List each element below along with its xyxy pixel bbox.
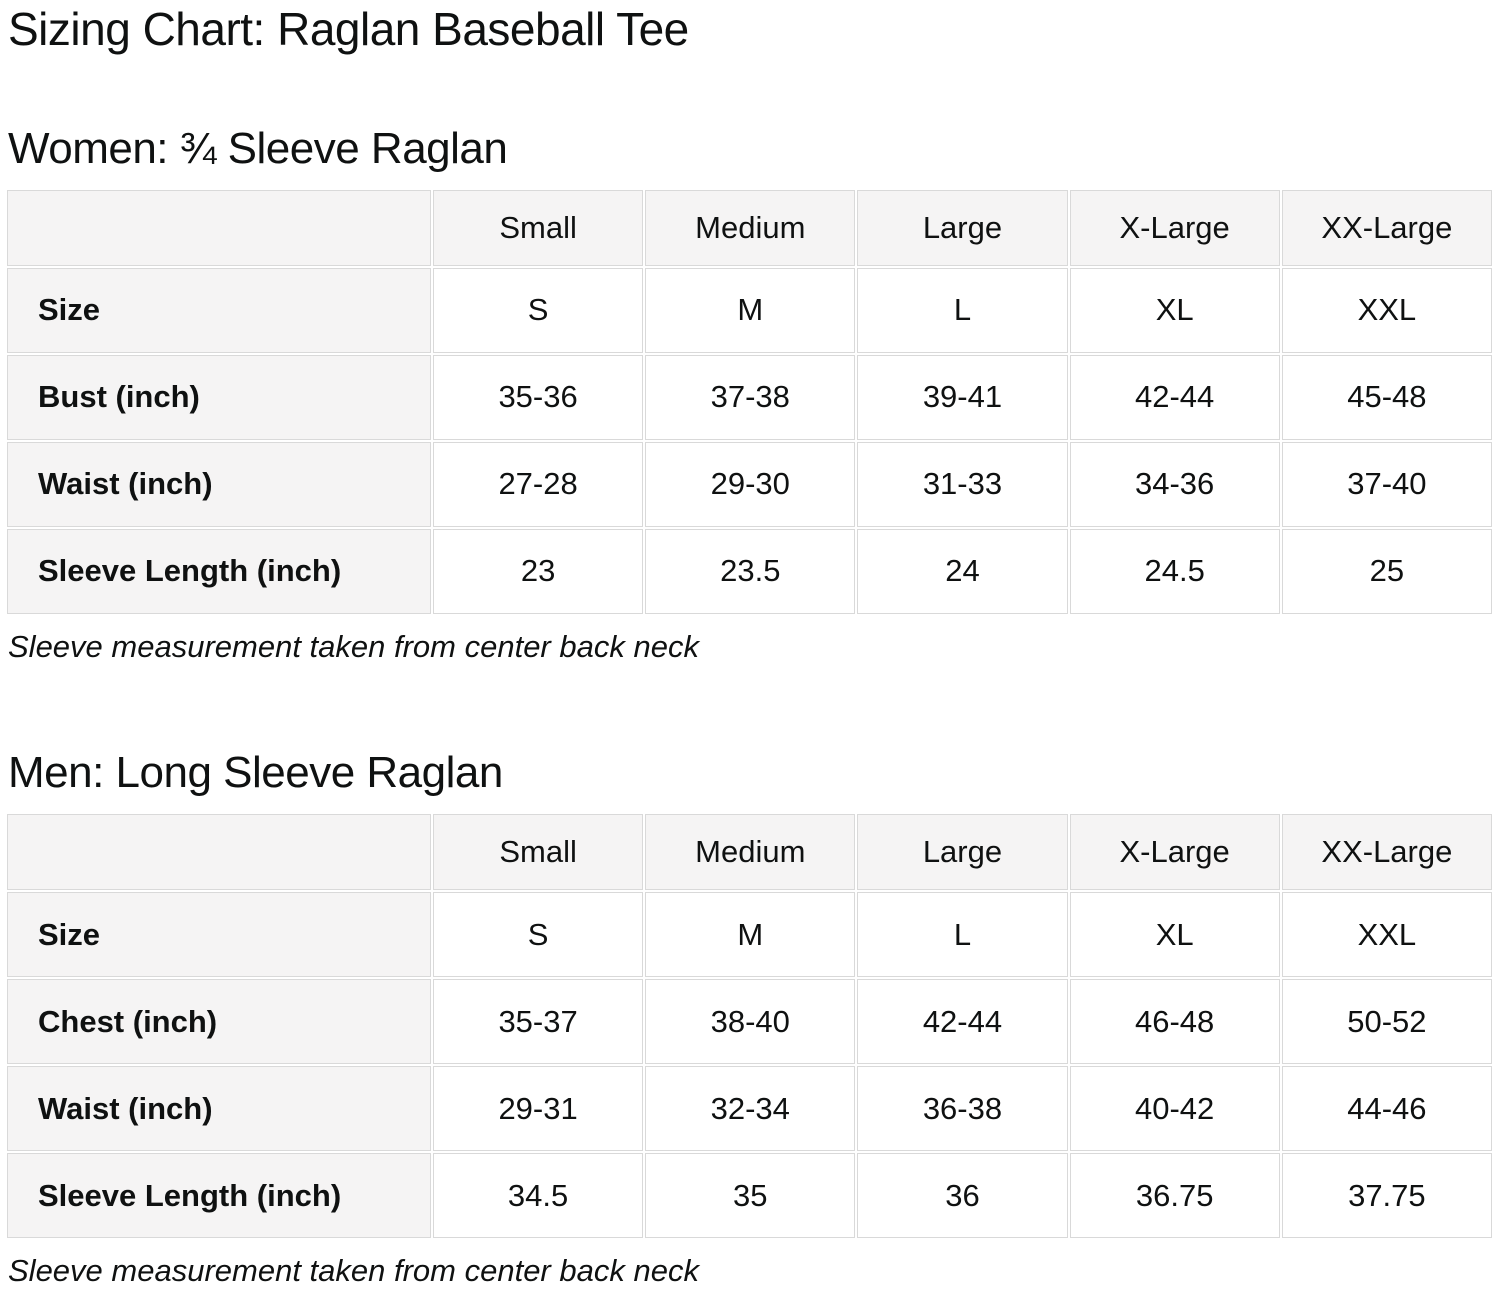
data-cell: 50-52 [1281, 979, 1492, 1065]
column-header: Small [433, 814, 644, 891]
table-row: Waist (inch) 27-28 29-30 31-33 34-36 37-40 [7, 441, 1492, 527]
data-cell: XXL [1281, 267, 1492, 353]
data-cell: XXL [1281, 892, 1492, 978]
data-cell: 42-44 [1069, 354, 1280, 440]
data-cell: 37.75 [1281, 1153, 1492, 1239]
data-cell: 39-41 [857, 354, 1068, 440]
row-label: Size [7, 267, 431, 353]
data-cell: 35-36 [433, 354, 644, 440]
data-cell: 37-40 [1281, 441, 1492, 527]
data-cell: 40-42 [1069, 1066, 1280, 1152]
row-label: Sleeve Length (inch) [7, 1153, 431, 1239]
data-cell: 35-37 [433, 979, 644, 1065]
data-cell: 46-48 [1069, 979, 1280, 1065]
section-heading-women: Women: ¾ Sleeve Raglan [8, 123, 508, 173]
data-cell: 36.75 [1069, 1153, 1280, 1239]
column-header: X-Large [1069, 814, 1280, 891]
row-label: Bust (inch) [7, 354, 431, 440]
row-label: Size [7, 892, 431, 978]
column-header: XX-Large [1281, 814, 1492, 891]
data-cell: XL [1069, 267, 1280, 353]
women-sizing-table-container: Small Medium Large X-Large XX-Large Size S M L XL… [5, 188, 1495, 616]
data-cell: 36-38 [857, 1066, 1068, 1152]
data-cell: 45-48 [1281, 354, 1492, 440]
row-label: Waist (inch) [7, 441, 431, 527]
data-cell: 29-30 [645, 441, 856, 527]
women-sleeve-footnote: Sleeve measurement taken from center bac… [8, 628, 699, 664]
row-label: Chest (inch) [7, 979, 431, 1065]
page-title: Sizing Chart: Raglan Baseball Tee [8, 3, 689, 55]
data-cell: 25 [1281, 528, 1492, 614]
table-row: Size S M L XL XXL [7, 267, 1492, 353]
table-row: Sleeve Length (inch) 34.5 35 36 36.75 37.75 [7, 1153, 1492, 1239]
section-heading-men: Men: Long Sleeve Raglan [8, 747, 503, 797]
data-cell: M [645, 892, 856, 978]
data-cell: 29-31 [433, 1066, 644, 1152]
column-header: Large [857, 189, 1068, 266]
column-header: Small [433, 189, 644, 266]
column-header: Medium [645, 814, 856, 891]
data-cell: 36 [857, 1153, 1068, 1239]
data-cell: M [645, 267, 856, 353]
data-cell: 31-33 [857, 441, 1068, 527]
column-header: Medium [645, 189, 856, 266]
column-header: XX-Large [1281, 189, 1492, 266]
data-cell: 23 [433, 528, 644, 614]
data-cell: 27-28 [433, 441, 644, 527]
data-cell: 38-40 [645, 979, 856, 1065]
men-sleeve-footnote: Sleeve measurement taken from center bac… [8, 1253, 699, 1289]
data-cell: 23.5 [645, 528, 856, 614]
column-header: Large [857, 814, 1068, 891]
data-cell: 35 [645, 1153, 856, 1239]
header-row: Small Medium Large X-Large XX-Large [7, 189, 1492, 266]
corner-cell [7, 189, 431, 266]
data-cell: S [433, 267, 644, 353]
data-cell: XL [1069, 892, 1280, 978]
sizing-table: Small Medium Large X-Large XX-Large Size S M L XL… [5, 812, 1494, 1240]
data-cell: 32-34 [645, 1066, 856, 1152]
corner-cell [7, 814, 431, 891]
data-cell: 24.5 [1069, 528, 1280, 614]
men-sizing-table-container: Small Medium Large X-Large XX-Large Size S M L XL… [5, 812, 1495, 1240]
column-header: X-Large [1069, 189, 1280, 266]
table-row: Bust (inch) 35-36 37-38 39-41 42-44 45-48 [7, 354, 1492, 440]
data-cell: L [857, 892, 1068, 978]
data-cell: 44-46 [1281, 1066, 1492, 1152]
data-cell: L [857, 267, 1068, 353]
data-cell: 34-36 [1069, 441, 1280, 527]
data-cell: 37-38 [645, 354, 856, 440]
header-row: Small Medium Large X-Large XX-Large [7, 814, 1492, 891]
row-label: Sleeve Length (inch) [7, 528, 431, 614]
sizing-table: Small Medium Large X-Large XX-Large Size S M L XL… [5, 188, 1494, 616]
table-row: Chest (inch) 35-37 38-40 42-44 46-48 50-52 [7, 979, 1492, 1065]
data-cell: 34.5 [433, 1153, 644, 1239]
data-cell: 24 [857, 528, 1068, 614]
data-cell: S [433, 892, 644, 978]
row-label: Waist (inch) [7, 1066, 431, 1152]
table-row: Sleeve Length (inch) 23 23.5 24 24.5 25 [7, 528, 1492, 614]
table-row: Size S M L XL XXL [7, 892, 1492, 978]
table-row: Waist (inch) 29-31 32-34 36-38 40-42 44-46 [7, 1066, 1492, 1152]
data-cell: 42-44 [857, 979, 1068, 1065]
